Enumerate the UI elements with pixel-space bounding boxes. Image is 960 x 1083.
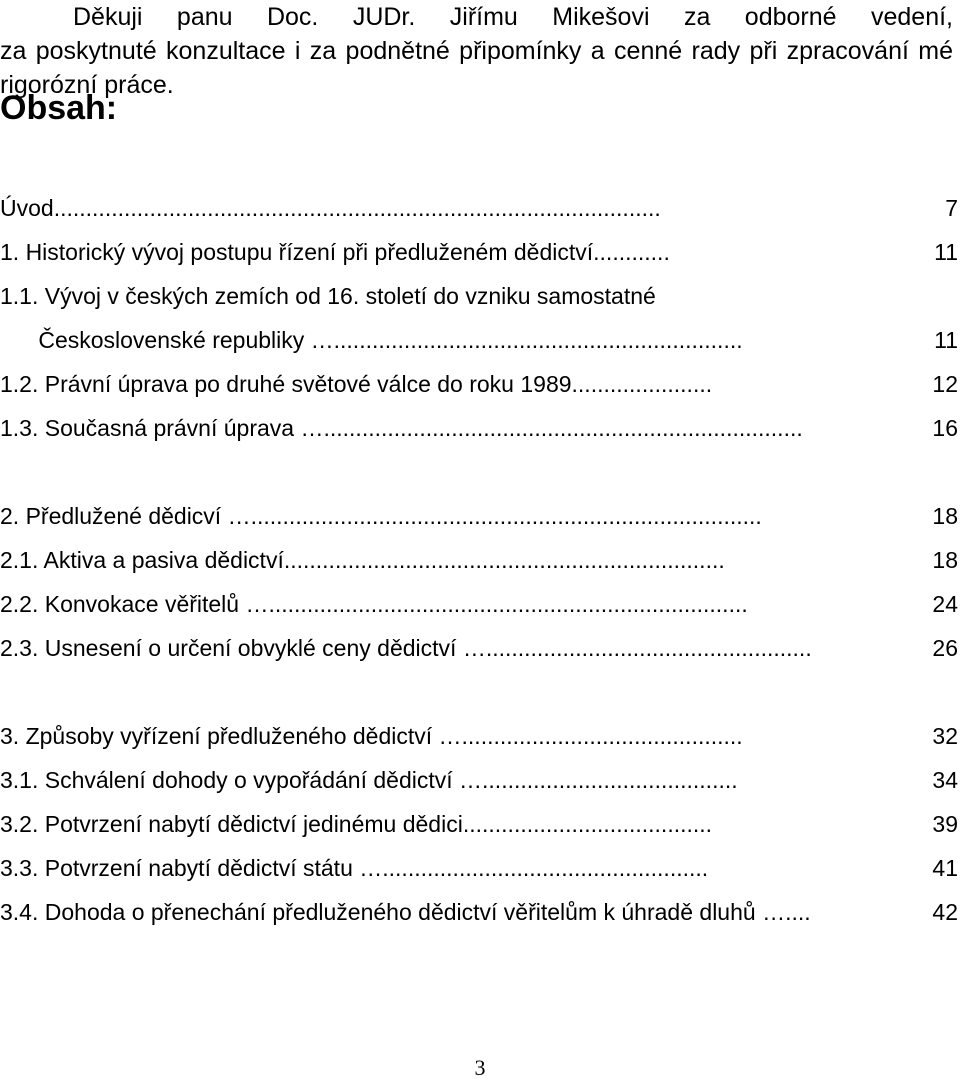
toc-entry: 1. Historický vývoj postupu řízení při p… (0, 234, 960, 270)
toc-entry-page: 18 (932, 503, 958, 529)
toc-entry: 1.2. Právní úprava po druhé světové válc… (0, 366, 960, 402)
toc-entry: 3.3. Potvrzení nabytí dědictví státu …..… (0, 850, 960, 886)
toc-entry: Československé republiky …..............… (0, 322, 960, 358)
toc-entry-page: 11 (934, 239, 958, 265)
toc-entry-leader: ........................................… (283, 547, 725, 573)
toc-entry-title: Československé republiky (0, 327, 311, 353)
toc-entry-page: 26 (932, 635, 958, 661)
toc-entry-title: 3.4. Dohoda o přenechání předluženého dě… (0, 899, 763, 925)
toc-entry: 3. Způsoby vyřízení předluženého dědictv… (0, 718, 960, 754)
toc-entry: 3.1. Schválení dohody o vypořádání dědic… (0, 762, 960, 798)
toc-entry-leader: ….......................................… (245, 591, 748, 617)
toc-entry-page: 12 (932, 371, 958, 397)
toc-entry: 1.3. Současná právní úprava …...........… (0, 410, 960, 446)
toc-entry-title: 2.2. Konvokace věřitelů (0, 591, 246, 617)
toc-entry-page: 41 (932, 855, 958, 881)
toc-entry-title: 3. Způsoby vyřízení předluženého dědictv… (0, 723, 439, 749)
toc-entry-page: 11 (934, 327, 958, 353)
toc-entry-page: 7 (945, 195, 958, 221)
toc-entry: Úvod....................................… (0, 190, 960, 226)
toc-entry-page: 24 (932, 591, 958, 617)
toc-heading: Obsah: (0, 89, 118, 127)
toc-entry-title: Úvod (0, 195, 54, 221)
toc-entry-page: 18 (932, 547, 958, 573)
toc-entry-leader: ........................................… (53, 195, 661, 221)
toc-entry-title: 1.2. Právní úprava po druhé světové válc… (0, 371, 572, 397)
toc-entry: 2.2. Konvokace věřitelů …...............… (0, 586, 960, 622)
toc-entry-title: 3.2. Potvrzení nabytí dědictví jedinému … (0, 811, 463, 837)
toc-entry-title: 3.1. Schválení dohody o vypořádání dědic… (0, 767, 460, 793)
toc-entry-title: 1.1. Vývoj v českých zemích od 16. stole… (0, 283, 656, 309)
toc-entry-leader: ….......................................… (359, 855, 709, 881)
acknowledgement-line-1: Děkuji panu Doc. JUDr. Jiřímu Mikešovi z… (73, 3, 953, 31)
toc-entry: 2.1. Aktiva a pasiva dědictví...........… (0, 542, 960, 578)
toc-entry: 2. Předlužené dědicví ….................… (0, 498, 960, 534)
toc-entry-page: 16 (932, 415, 958, 441)
toc-entry-leader: ….......................................… (300, 415, 803, 441)
toc-entry-title: 2.1. Aktiva a pasiva dědictví (0, 547, 284, 573)
toc-entry-leader: ….... (762, 899, 811, 925)
toc-entry: 3.4. Dohoda o přenechání předluženého dě… (0, 894, 960, 930)
acknowledgement-rest: za poskytnuté konzultace i za podnětné p… (0, 37, 953, 99)
toc-entry: 2.3. Usnesení o určení obvyklé ceny dědi… (0, 630, 960, 666)
toc-entry-page: 42 (932, 899, 958, 925)
toc-entry-page: 39 (932, 811, 958, 837)
page-number: 3 (474, 1055, 486, 1080)
toc-entry-leader: ....................................... (462, 811, 713, 837)
toc-entry-page: 32 (932, 723, 958, 749)
toc-entry-title: 2.3. Usnesení o určení obvyklé ceny dědi… (0, 635, 463, 661)
toc-entry-leader: ...................... (571, 371, 713, 397)
toc-entry-leader: ............ (593, 239, 670, 265)
toc-entry-leader: ….......................................… (459, 767, 738, 793)
toc-entry-title: 2. Předlužené dědicví (0, 503, 228, 529)
toc-entry-title: 1.3. Současná právní úprava (0, 415, 301, 441)
toc-entry-title: 1. Historický vývoj postupu řízení při p… (0, 239, 594, 265)
toc-entry-title: 3.3. Potvrzení nabytí dědictví státu (0, 855, 360, 881)
toc-entry: 1.1. Vývoj v českých zemích od 16. stole… (0, 278, 960, 314)
toc-entry-leader: ….......................................… (438, 723, 743, 749)
toc-entry: 3.2. Potvrzení nabytí dědictví jedinému … (0, 806, 960, 842)
toc-entry-leader: ….......................................… (462, 635, 812, 661)
toc-entry-page: 34 (932, 767, 958, 793)
toc-entry-leader: ….......................................… (310, 327, 743, 353)
acknowledgement-paragraph: Děkuji panu Doc. JUDr. Jiřímu Mikešovi z… (0, 0, 953, 102)
toc-entry-leader: ….......................................… (227, 503, 762, 529)
